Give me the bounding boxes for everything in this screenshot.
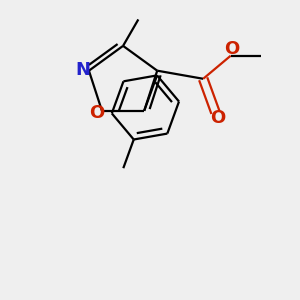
Text: O: O [210, 109, 225, 127]
Text: O: O [89, 103, 104, 122]
Text: O: O [224, 40, 239, 58]
Text: N: N [75, 61, 90, 79]
